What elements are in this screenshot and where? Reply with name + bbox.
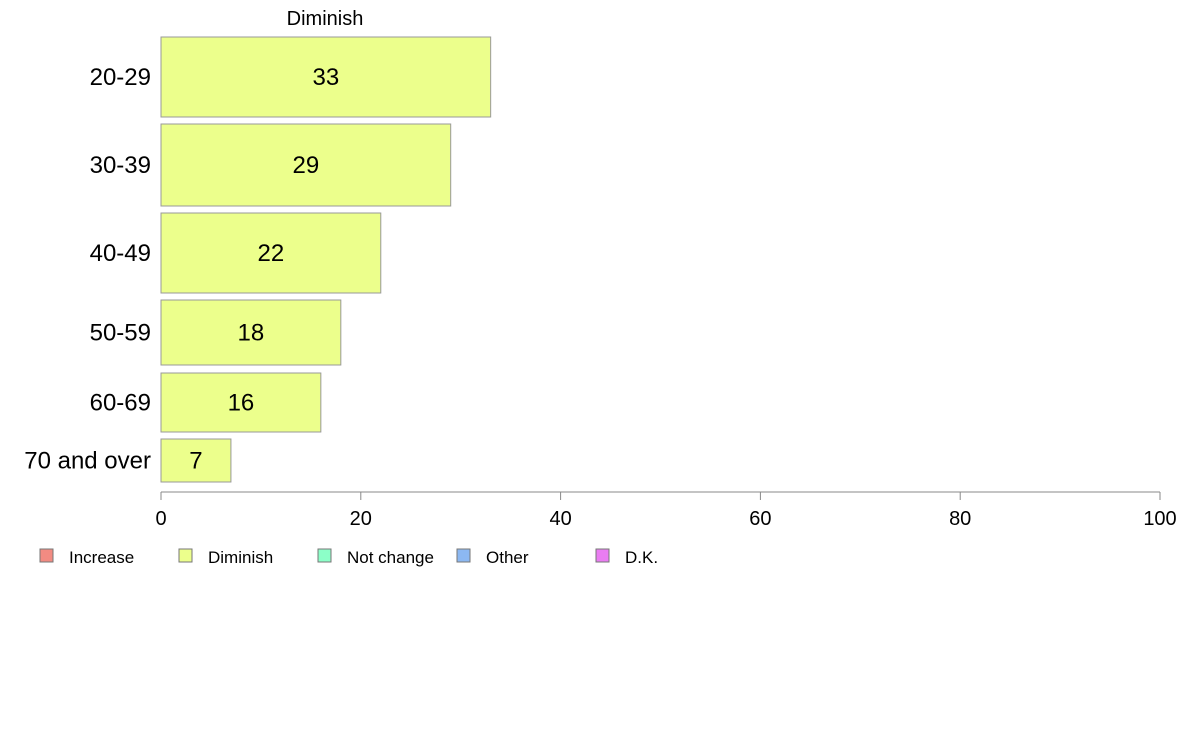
data-label: 7	[189, 448, 202, 475]
category-label: 40-49	[90, 240, 151, 267]
x-tick-label: 20	[350, 508, 372, 530]
category-label: 60-69	[90, 390, 151, 417]
legend-label: Other	[486, 548, 529, 567]
data-label: 29	[293, 152, 320, 179]
x-tick-label: 100	[1143, 508, 1176, 530]
legend-swatch	[595, 548, 610, 563]
legend-label: Diminish	[208, 548, 273, 567]
legend-label: Not change	[347, 548, 434, 567]
category-label: 70 and over	[24, 448, 151, 475]
bar-20-29	[160, 36, 492, 118]
chart-title: Diminish	[287, 8, 364, 30]
data-label: 22	[258, 240, 285, 267]
category-label: 20-29	[90, 64, 151, 91]
bar-30-39	[160, 123, 452, 207]
legend-swatch	[317, 548, 332, 563]
x-axis: 0 20 40 60 80 100	[155, 491, 1177, 530]
data-label: 18	[238, 320, 265, 347]
bars-group: 33 29 22 18 16 7	[160, 36, 492, 483]
legend-label: Increase	[69, 548, 134, 567]
data-label: 33	[312, 64, 339, 91]
y-axis-labels: 20-29 30-39 40-49 50-59 60-69 70 and over	[24, 64, 151, 475]
bar-70-and-over	[160, 438, 232, 483]
category-label: 50-59	[90, 320, 151, 347]
category-label: 30-39	[90, 152, 151, 179]
legend-swatch	[178, 548, 193, 563]
legend-swatch	[456, 548, 471, 563]
x-tick-label: 80	[949, 508, 971, 530]
legend-swatch	[39, 548, 54, 563]
bar-40-49	[160, 212, 382, 294]
x-tick-label: 40	[549, 508, 571, 530]
bar-50-59	[160, 299, 342, 366]
legend-label: D.K.	[625, 548, 658, 567]
bar-60-69	[160, 372, 322, 433]
x-tick-label: 0	[155, 508, 166, 530]
x-tick-label: 60	[749, 508, 771, 530]
data-label: 16	[228, 390, 255, 417]
legend: Increase Diminish Not change Other D.K.	[39, 548, 658, 567]
